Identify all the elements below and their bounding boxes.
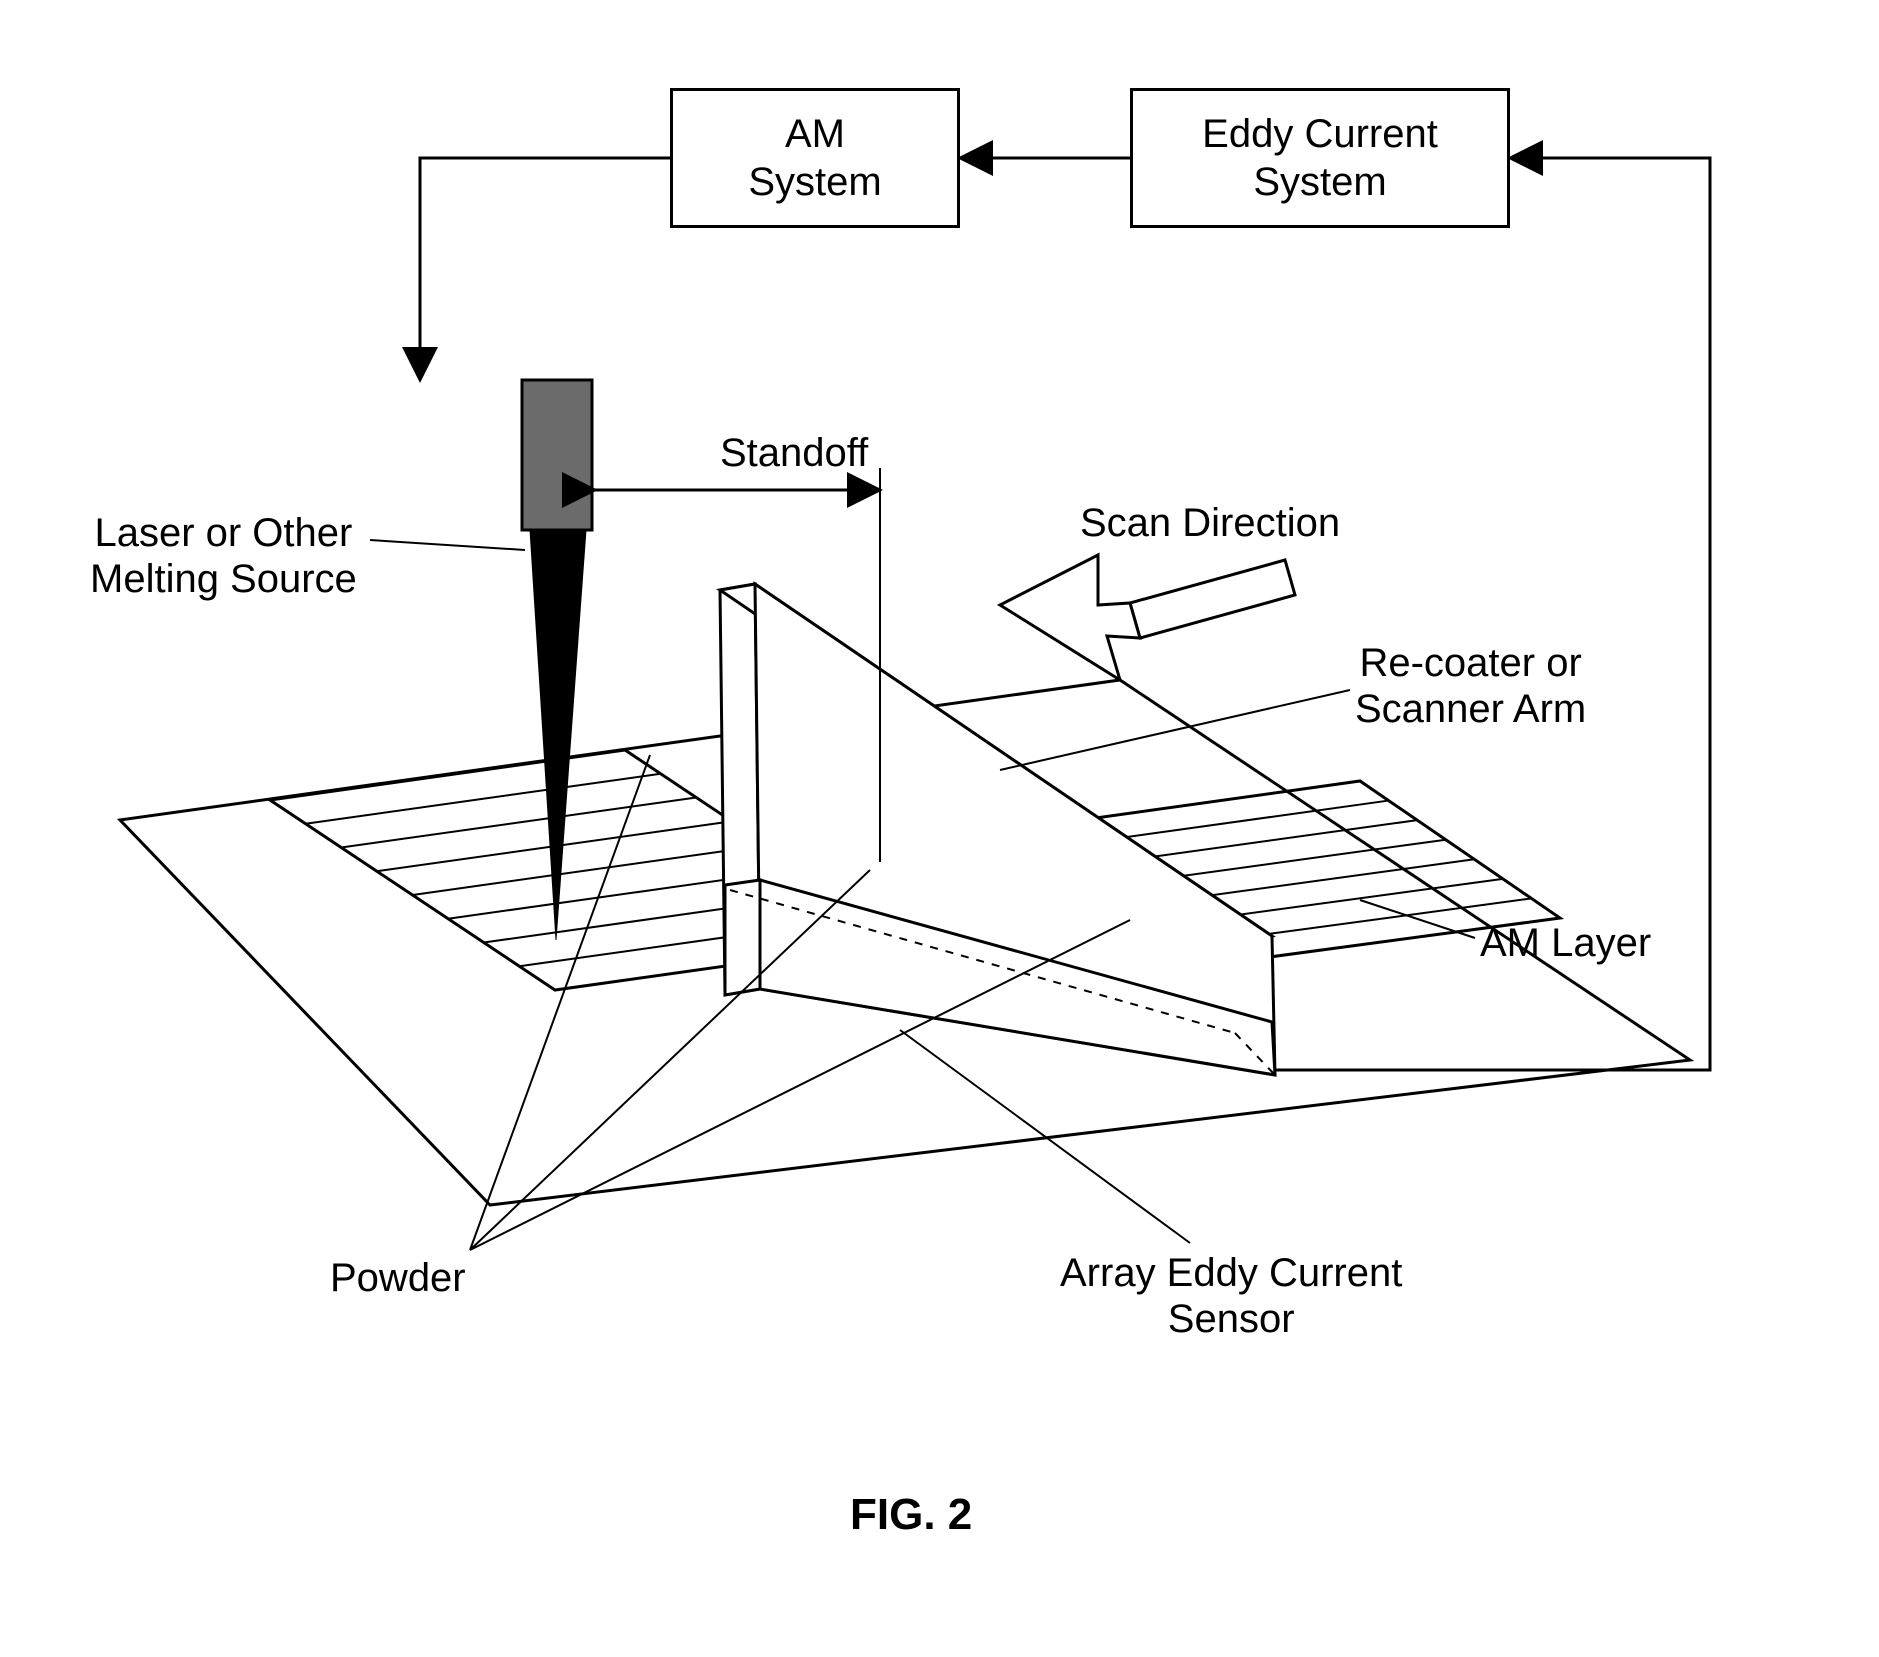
am-system-box: AMSystem <box>670 88 960 228</box>
am-system-label: AMSystem <box>748 110 881 206</box>
laser-source-label: Laser or OtherMelting Source <box>90 510 357 602</box>
figure-container: AMSystem Eddy CurrentSystem Standoff Sca… <box>0 0 1879 1657</box>
figure-label: FIG. 2 <box>850 1490 972 1540</box>
standoff-label: Standoff <box>720 430 868 476</box>
scan-direction-label: Scan Direction <box>1080 500 1340 546</box>
powder-label: Powder <box>330 1255 466 1301</box>
am-layer-label: AM Layer <box>1480 920 1651 966</box>
eddy-system-label: Eddy CurrentSystem <box>1202 110 1438 206</box>
recoater-label: Re-coater orScanner Arm <box>1355 640 1586 732</box>
eddy-system-box: Eddy CurrentSystem <box>1130 88 1510 228</box>
figure-svg <box>0 0 1879 1657</box>
array-sensor-label: Array Eddy CurrentSensor <box>1060 1250 1402 1342</box>
